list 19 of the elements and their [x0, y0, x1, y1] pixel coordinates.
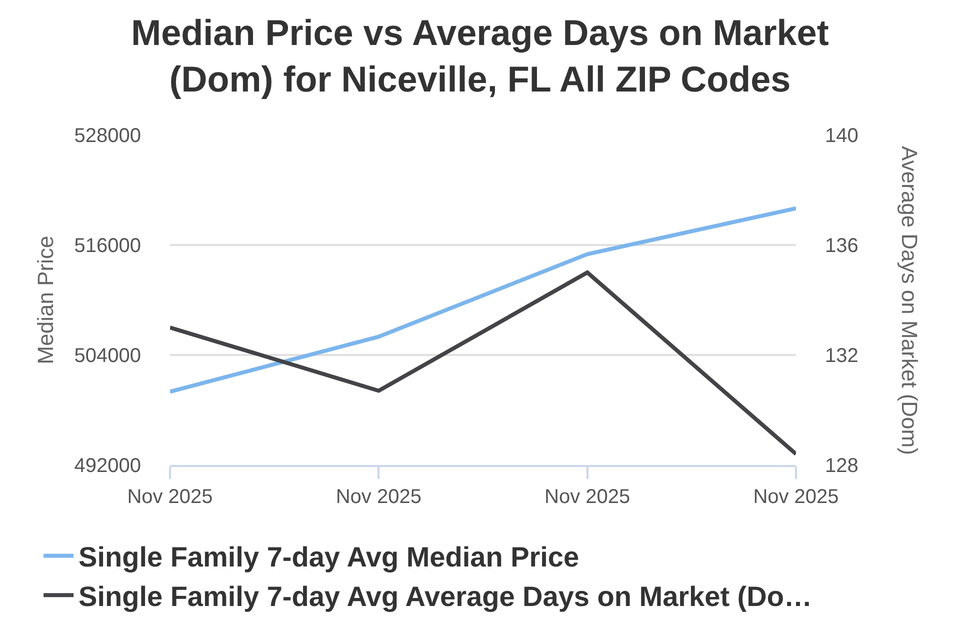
y-tick-label: 528000 — [74, 125, 141, 147]
line-series — [170, 206, 796, 394]
x-tick-label: Nov 2025 — [127, 486, 213, 508]
y-axis-title: Median Price — [33, 236, 58, 364]
y2-tick-label: 140 — [825, 125, 858, 147]
y-tick-label: 504000 — [74, 345, 141, 367]
x-tick-label: Nov 2025 — [753, 486, 839, 508]
x-tick-label: Nov 2025 — [336, 486, 422, 508]
line-series — [170, 270, 796, 456]
y2-tick-label: 132 — [825, 345, 858, 367]
legend-label: Single Family 7-day Avg Median Price — [78, 542, 580, 573]
chart-title: Median Price vs Average Days on Market (Dom) for Niceville, FL All ZIP Codes — [131, 12, 829, 100]
y2-axis-title: Average Days on Market (Dom) — [897, 146, 922, 455]
x-tick-label: Nov 2025 — [544, 486, 630, 508]
y-tick-label: 516000 — [74, 235, 141, 257]
y2-tick-label: 136 — [825, 235, 858, 257]
y-tick-label: 492000 — [74, 455, 141, 477]
y2-tick-label: 128 — [825, 455, 858, 477]
legend-label: Single Family 7-day Avg Average Days on Market (Do… — [78, 581, 812, 612]
